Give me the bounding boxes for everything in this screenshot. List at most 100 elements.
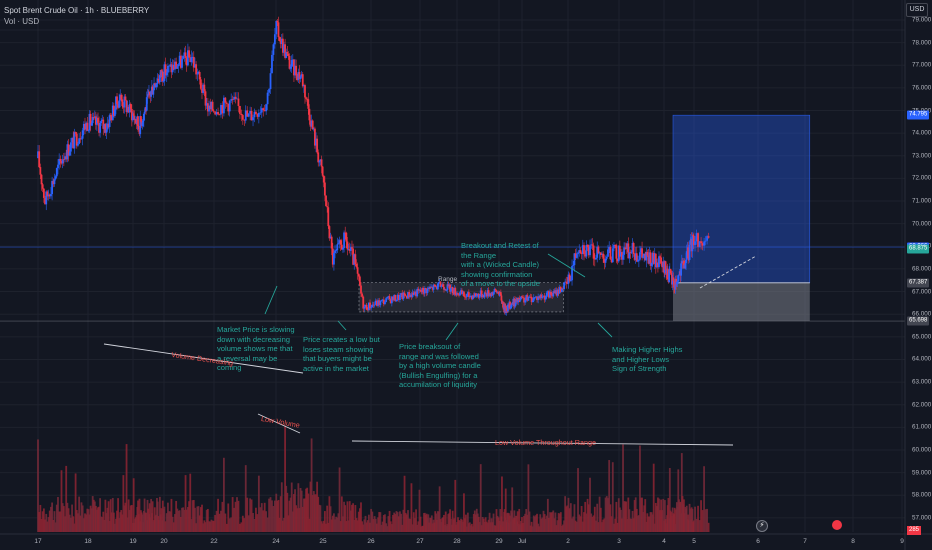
candle-body [68, 151, 71, 156]
candle-body [464, 296, 466, 298]
volume-bar [399, 511, 401, 532]
candle-body [112, 105, 115, 116]
candle-body [335, 250, 338, 251]
volume-bar [101, 517, 104, 532]
candle-body [64, 156, 66, 160]
candle-body [320, 159, 323, 167]
candle-body [125, 100, 128, 112]
candle-body [623, 247, 625, 255]
volume-bar [553, 518, 556, 532]
volume-bar [268, 498, 270, 532]
volume-bar [198, 515, 201, 532]
volume-bar [579, 516, 582, 532]
candle-body [465, 293, 468, 297]
candle-body [203, 84, 206, 92]
candle-body [429, 286, 431, 289]
volume-bar [202, 523, 205, 532]
time-axis-label: 25 [319, 538, 327, 545]
candle-body [197, 71, 200, 74]
candle-body [244, 110, 247, 121]
volume-bar [552, 510, 555, 532]
calendar-event-icon[interactable] [832, 520, 842, 530]
candle-body [562, 288, 564, 290]
volume-bar [374, 518, 377, 532]
trendline [103, 343, 304, 374]
candle-body [346, 241, 349, 250]
volume-bar [616, 522, 619, 532]
volume-bar [175, 500, 178, 532]
candle-body [532, 297, 535, 301]
volume-bar [132, 478, 135, 532]
volume-bar [405, 514, 408, 532]
candle-body [564, 281, 567, 283]
volume-bar [305, 488, 307, 532]
volume-bar [325, 523, 327, 532]
trendline-drawings[interactable] [103, 253, 757, 446]
candle-body [287, 53, 290, 56]
long-position-tool[interactable] [672, 114, 811, 322]
volume-bar [192, 500, 195, 532]
candle-body [472, 295, 475, 298]
candle-body [308, 108, 311, 121]
candle-body [659, 256, 661, 258]
candle-body [422, 287, 425, 293]
candle-body [70, 142, 72, 152]
volume-bar [562, 524, 564, 532]
time-axis-label: 7 [803, 538, 807, 545]
candle-body [356, 267, 359, 274]
volume-bar [659, 510, 661, 532]
volume-bar [70, 517, 72, 532]
currency-badge[interactable]: USD [906, 3, 928, 17]
volume-bar [38, 512, 41, 532]
lightning-icon[interactable]: ⚡ [756, 520, 768, 532]
volume-bar [611, 462, 614, 532]
volume-bar [260, 503, 263, 532]
volume-bar [478, 522, 481, 532]
candle-body [524, 300, 527, 303]
candle-body [568, 274, 571, 281]
candle-body [103, 124, 106, 129]
trendline [337, 320, 347, 331]
volume-bar [584, 501, 587, 532]
volume-bar [276, 500, 279, 532]
volume-bar [51, 502, 53, 532]
volume-bar [112, 512, 115, 532]
volume-bar [536, 513, 538, 532]
candle-body [414, 291, 416, 295]
candle-body [416, 288, 419, 297]
volume-bar [227, 503, 230, 532]
candle-body [626, 243, 629, 250]
volume-bar [416, 524, 419, 532]
volume-bar [336, 517, 339, 532]
candle-body [74, 132, 77, 134]
volume-bar [181, 507, 183, 532]
volume-bar [100, 516, 103, 532]
candle-body [647, 255, 650, 264]
candle-body [392, 296, 394, 301]
candle-body [543, 295, 546, 300]
price-axis-label: 79.000 [912, 16, 932, 24]
volume-bar [393, 512, 396, 532]
volume-bar [236, 497, 238, 532]
volume-bar [567, 497, 570, 532]
candle-body [132, 113, 135, 116]
symbol-title[interactable]: Spot Brent Crude Oil · 1h · BLUEBERRY [4, 6, 150, 15]
price-tag: 74.795 [907, 110, 930, 120]
candle-body [411, 292, 414, 297]
price-axis-label: 59.000 [912, 469, 932, 477]
candle-body [614, 245, 617, 246]
candle-body [557, 289, 560, 294]
candle-body [399, 295, 401, 301]
volume-bar [390, 524, 393, 532]
candle-body [336, 244, 339, 251]
volume-bar [343, 501, 345, 532]
volume-bar [88, 514, 91, 532]
volume-bar [117, 498, 119, 532]
volume-bar [64, 516, 66, 532]
volume-bar [67, 508, 70, 532]
volume-bar [250, 499, 253, 532]
candle-body [662, 261, 665, 268]
candle-body [514, 300, 517, 307]
